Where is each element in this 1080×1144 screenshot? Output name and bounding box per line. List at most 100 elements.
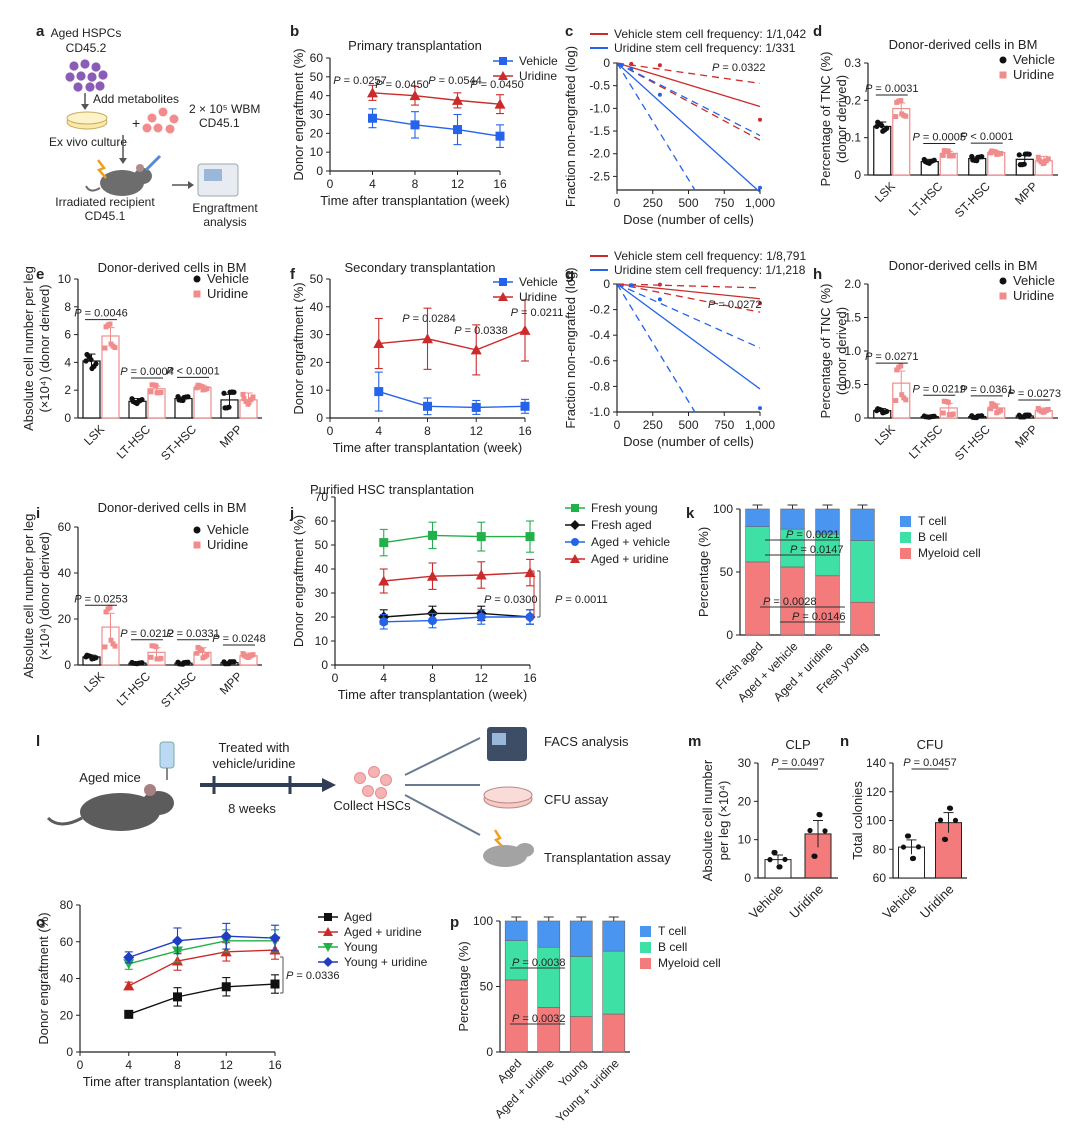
data-point bbox=[499, 278, 507, 286]
syringe-icon bbox=[144, 154, 162, 172]
chart-i-axes: 0 20 40 60 Absolute cell number per leg (×10⁴… bbox=[21, 500, 262, 678]
chart-f-axes: 0 10 20 30 40 50 0 4 8 12 16 Time after transplanta… bbox=[291, 260, 532, 455]
y-tick-label: 0 bbox=[316, 164, 323, 178]
data-point bbox=[130, 398, 136, 404]
mouse-body bbox=[80, 793, 160, 831]
category-label: LSK bbox=[872, 422, 898, 448]
cell bbox=[165, 124, 175, 134]
data-point bbox=[994, 151, 1000, 157]
stack-segment bbox=[780, 508, 805, 530]
data-point bbox=[135, 660, 141, 666]
recipient-sublabel: CD45.1 bbox=[85, 209, 126, 223]
y-tick-label: 120 bbox=[866, 785, 886, 799]
y-axis-label: Donor engraftment (%) bbox=[291, 48, 306, 180]
cell bbox=[69, 61, 79, 71]
x-tick-label: 0 bbox=[327, 177, 334, 191]
series-line-0 bbox=[372, 117, 501, 137]
data-point bbox=[227, 659, 233, 665]
category-label: MPP bbox=[217, 422, 245, 450]
y-axis-label: Donor engraftment (%) bbox=[291, 515, 306, 647]
y-tick-label: 40 bbox=[58, 566, 72, 580]
data-point bbox=[758, 185, 762, 190]
p-value-label: P = 0.0248 bbox=[212, 633, 266, 645]
hsc-cells-icon bbox=[354, 766, 392, 799]
data-point bbox=[195, 644, 201, 650]
data-point bbox=[904, 833, 911, 839]
y-tick-label: 10 bbox=[738, 833, 752, 847]
petri-dish-icon bbox=[66, 111, 108, 130]
mouse-tail bbox=[85, 185, 101, 192]
y-tick-label: 60 bbox=[310, 51, 324, 65]
data-point bbox=[194, 650, 200, 656]
wbm-label: 2 × 10⁵ WBM bbox=[189, 102, 260, 116]
series-line-2 bbox=[128, 940, 275, 965]
data-point bbox=[657, 282, 662, 287]
y-tick-label: 2 bbox=[64, 383, 71, 397]
data-point bbox=[123, 980, 135, 991]
legend-label: Young + uridine bbox=[344, 955, 428, 969]
mouse-body bbox=[483, 845, 527, 867]
data-point bbox=[409, 90, 421, 101]
data-point bbox=[893, 398, 899, 404]
mouse-body bbox=[100, 170, 144, 196]
data-point bbox=[570, 520, 580, 530]
legend-label: Vehicle bbox=[1013, 273, 1055, 288]
legend-label: Uridine bbox=[1013, 288, 1054, 303]
data-point bbox=[899, 392, 905, 398]
panel-letter: i bbox=[36, 505, 40, 522]
data-point bbox=[816, 811, 822, 818]
timeline-arrow bbox=[322, 778, 336, 792]
data-point bbox=[368, 113, 377, 123]
output-label-1: FACS analysis bbox=[544, 734, 629, 749]
legend-swatch bbox=[900, 516, 911, 527]
x-tick-label: 12 bbox=[451, 177, 465, 191]
irradiation-icon bbox=[96, 159, 107, 179]
wbm-cell-icon bbox=[142, 107, 179, 134]
y-axis-label: Absolute cell number bbox=[700, 759, 715, 881]
x-tick-label: 16 bbox=[523, 671, 537, 685]
data-point bbox=[758, 301, 762, 306]
p-value-label: P = 0.0322 bbox=[712, 62, 766, 74]
data-point bbox=[952, 817, 959, 824]
x-tick-label: 8 bbox=[429, 671, 436, 685]
legend-label: Vehicle bbox=[1013, 52, 1055, 67]
data-point bbox=[148, 389, 154, 395]
data-point bbox=[915, 844, 922, 850]
data-point bbox=[880, 410, 886, 416]
cell bbox=[142, 123, 152, 133]
panel-letter: e bbox=[36, 266, 44, 283]
data-point bbox=[1041, 160, 1047, 166]
x-tick-label: 4 bbox=[125, 1058, 132, 1072]
data-point bbox=[899, 111, 905, 117]
data-point bbox=[123, 951, 135, 963]
data-point bbox=[495, 131, 505, 141]
legend-label: T cell bbox=[918, 514, 946, 528]
y-axis-label: Absolute cell number per leg bbox=[21, 514, 36, 679]
data-point bbox=[1036, 157, 1042, 163]
x-tick-label: 500 bbox=[678, 418, 698, 432]
y-tick-label: 0 bbox=[316, 411, 323, 425]
y-tick-label: 0 bbox=[603, 56, 610, 70]
legend-label: T cell bbox=[658, 924, 686, 938]
category-label: LSK bbox=[81, 422, 107, 448]
series-line-3 bbox=[128, 935, 276, 959]
data-point bbox=[498, 292, 508, 301]
fit-line-3 bbox=[617, 62, 761, 192]
y-axis-label: Absolute cell number per leg bbox=[21, 266, 36, 431]
p-value-label: P = 0.0338 bbox=[454, 325, 508, 337]
cell bbox=[87, 72, 97, 82]
cell bbox=[98, 70, 108, 80]
legend-label: Vehicle stem cell frequency: 1/1,042 bbox=[614, 27, 806, 41]
data-point bbox=[900, 844, 907, 850]
series-line-1 bbox=[372, 92, 501, 105]
p-value-label: P = 0.0031 bbox=[865, 83, 919, 95]
legend-label: Uridine bbox=[207, 537, 248, 552]
data-point bbox=[1016, 152, 1022, 158]
data-point bbox=[323, 927, 333, 936]
y-tick-label: 0 bbox=[854, 411, 861, 425]
arrow-head bbox=[81, 104, 89, 110]
data-point bbox=[324, 913, 332, 921]
